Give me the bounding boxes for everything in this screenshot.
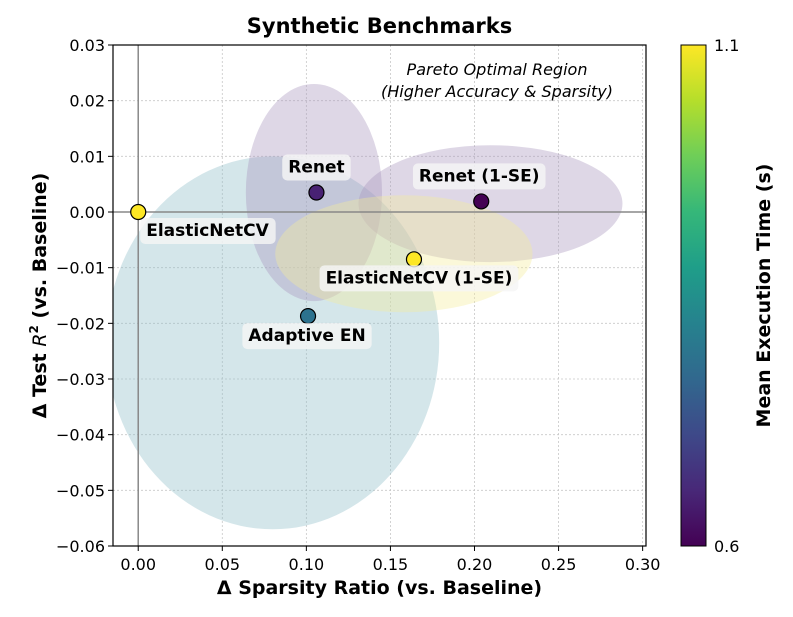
y-ticks: 0.03 0.02 0.01 0.00 −0.01 −0.02 −0.03 −0.04 −0.0… [56, 36, 113, 556]
data-point [405, 251, 423, 268]
data-point [130, 203, 147, 221]
plot-frame [113, 45, 646, 546]
y-tick-label: 0.01 [69, 147, 105, 166]
y-axis-label: Δ Test R2 (vs. Baseline) [27, 173, 51, 419]
y-tick-label: −0.05 [56, 481, 105, 500]
x-ticks: 0.00 0.05 0.10 0.15 0.20 0.25 0.30 [120, 546, 660, 574]
data-point [299, 307, 317, 325]
plot-area: ElasticNetCV Renet Renet (1-SE) ElasticNetC… [56, 36, 660, 574]
y-tick-label: −0.01 [56, 259, 105, 278]
colorbar-min-label: 0.6 [714, 537, 739, 556]
point-label-background [319, 265, 519, 292]
x-tick-label: 0.20 [457, 555, 493, 574]
y-axis-label-var: R [29, 333, 51, 346]
y-tick-label: −0.02 [56, 314, 105, 333]
point-label-background [140, 218, 276, 244]
point-label: Adaptive EN [248, 326, 365, 346]
y-tick-label: 0.02 [69, 92, 105, 111]
point-label: ElasticNetCV [146, 221, 269, 241]
x-tick-label: 0.05 [204, 555, 240, 574]
x-tick-label: 0.25 [541, 555, 577, 574]
x-tick-label: 0.10 [289, 555, 325, 574]
point-label-background [242, 323, 372, 350]
colorbar-gradient [680, 44, 707, 547]
point-label-background [282, 154, 351, 181]
x-tick-label: 0.15 [373, 555, 409, 574]
reference-lines [113, 45, 646, 546]
point-label: Renet [288, 158, 344, 178]
y-axis-label-sup: 2 [27, 325, 41, 333]
data-points [130, 184, 490, 325]
y-tick-label: −0.03 [56, 370, 105, 389]
y-tick-label: 0.03 [69, 36, 105, 55]
pareto-annotation-line1: Pareto Optimal Region [407, 60, 588, 79]
data-point [473, 193, 490, 210]
chart-title: Synthetic Benchmarks [247, 14, 512, 38]
y-tick-label: −0.04 [56, 426, 105, 445]
x-axis-label: Δ Sparsity Ratio (vs. Baseline) [217, 577, 542, 599]
point-label-background [412, 163, 546, 190]
x-tick-label: 0.00 [120, 555, 156, 574]
y-tick-label: −0.06 [56, 537, 105, 556]
point-label: ElasticNetCV (1-SE) [326, 268, 513, 288]
plot-border [112, 44, 647, 547]
pareto-annotation-line2: (Higher Accuracy & Sparsity) [381, 82, 613, 101]
y-axis-label-prefix: Δ Test [29, 347, 51, 419]
colorbar-label: Mean Execution Time (s) [753, 164, 775, 428]
confidence-ellipse [275, 195, 533, 313]
y-tick-label: 0.00 [69, 203, 105, 222]
colorbar-max-label: 1.1 [714, 36, 739, 55]
point-labels: ElasticNetCV Renet Renet (1-SE) ElasticNetC… [140, 154, 546, 350]
y-axis-label-suffix: (vs. Baseline) [29, 173, 51, 325]
point-label: Renet (1-SE) [419, 166, 540, 186]
data-point [308, 184, 325, 201]
colorbar: 1.1 0.6 Mean Execution Time (s) [680, 36, 775, 556]
x-tick-label: 0.30 [625, 555, 661, 574]
